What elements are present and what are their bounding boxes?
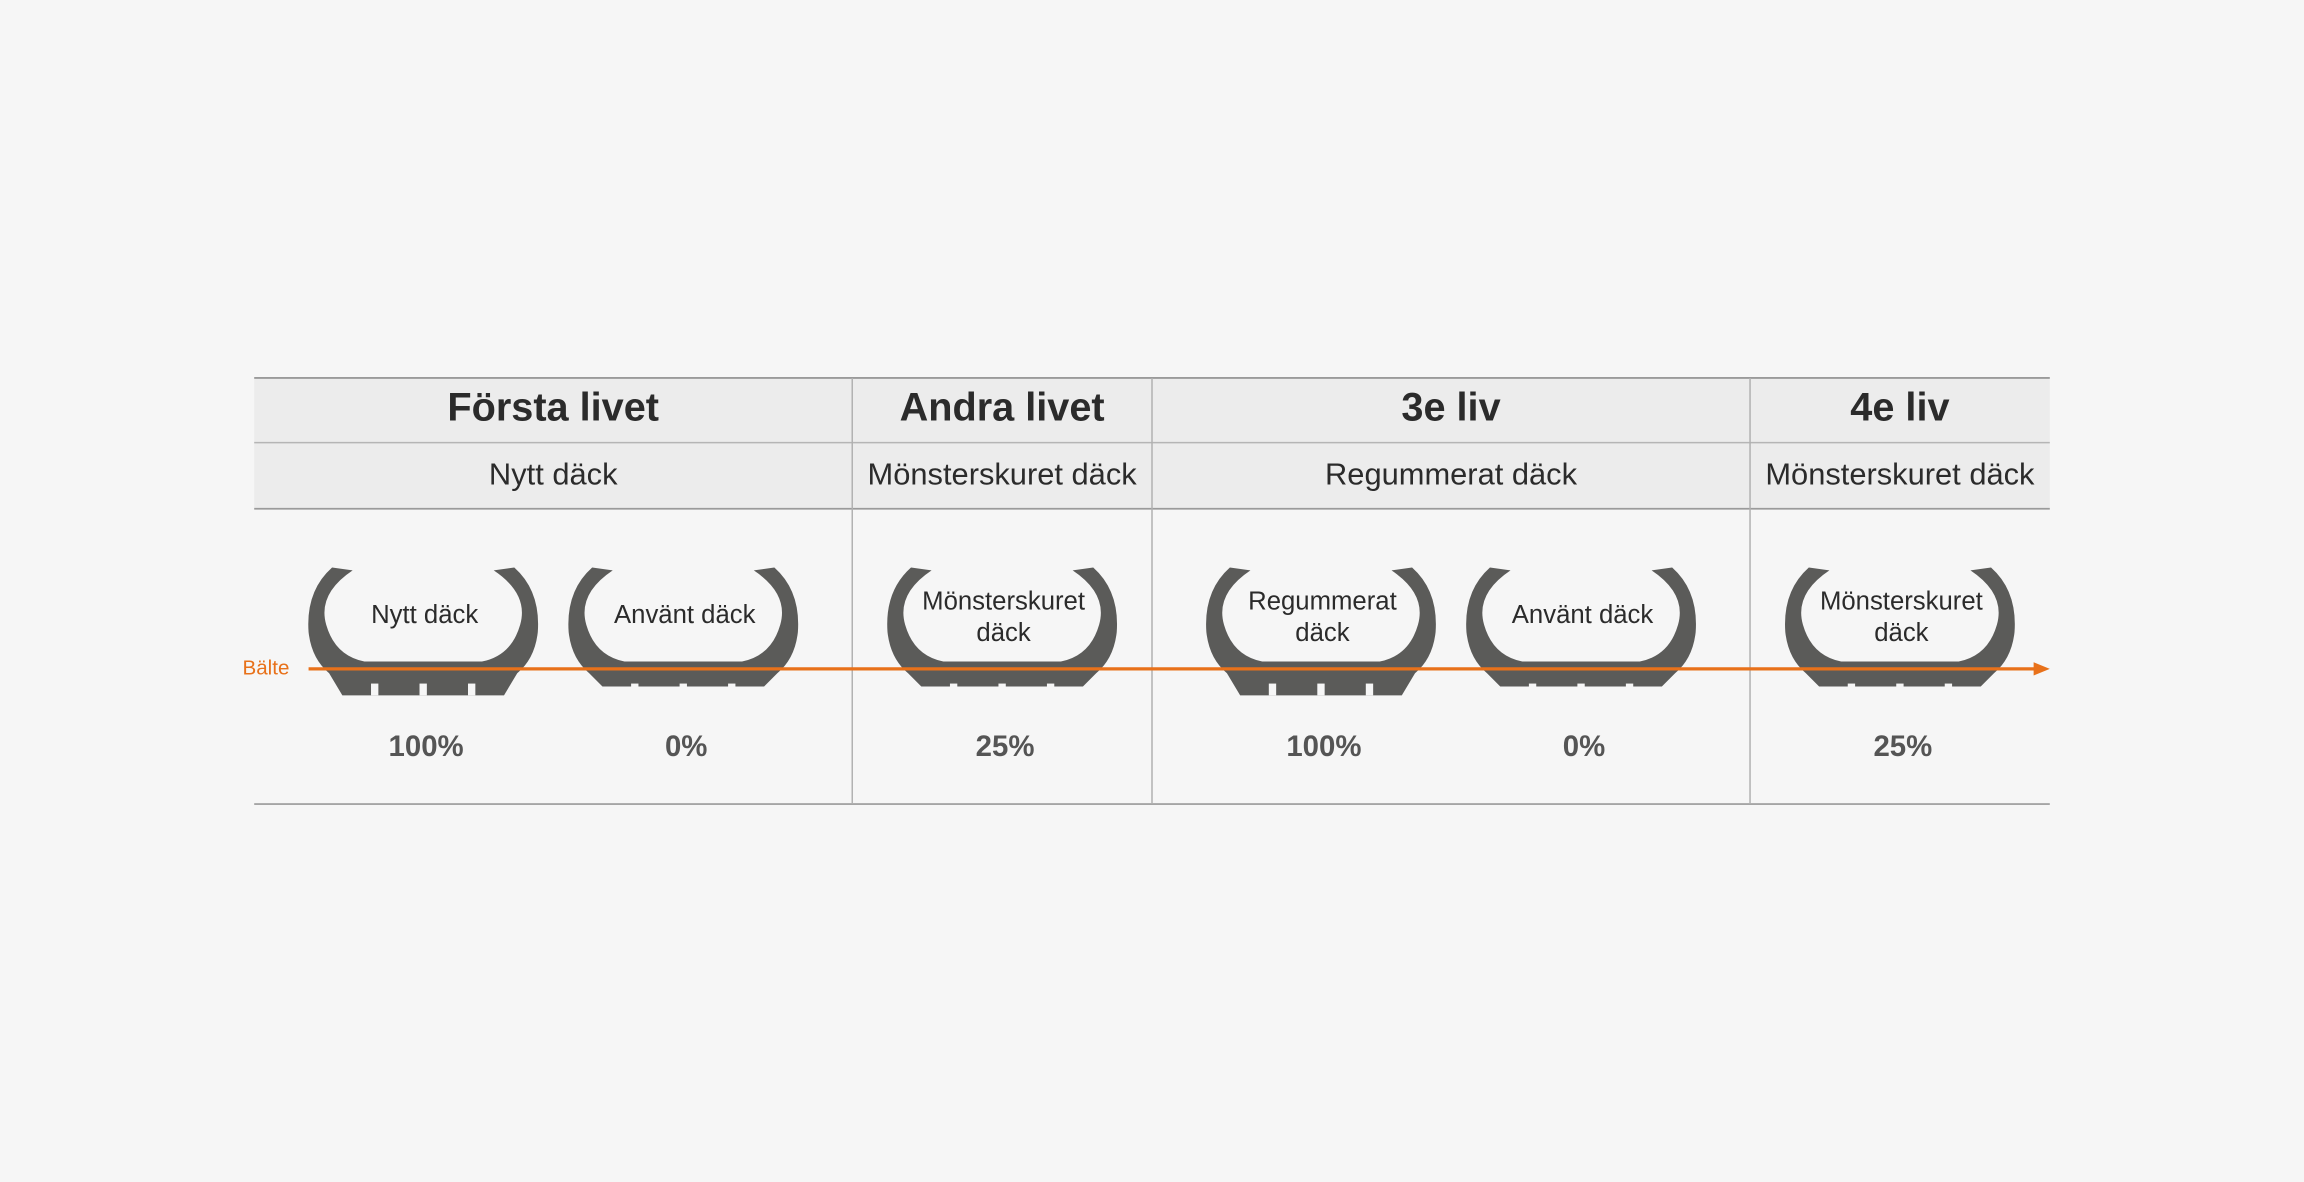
column-subtitle: Nytt däck (489, 457, 618, 492)
tire-label: däck (1874, 619, 1928, 647)
tire-label: Mönsterskuret (1820, 588, 1983, 616)
tread-groove (1944, 683, 1953, 687)
tread-groove (728, 683, 736, 687)
column-title: Första livet (447, 386, 659, 430)
column-subtitle: Mönsterskuret däck (1765, 457, 2035, 492)
tire-label: Använt däck (1512, 601, 1654, 629)
tread-groove (1577, 683, 1585, 687)
tire-label: däck (976, 619, 1030, 647)
tire (1466, 567, 1696, 687)
tire (1785, 567, 2015, 687)
tire-shape (1466, 567, 1696, 687)
tire-percent: 100% (389, 730, 464, 763)
tire-percent: 0% (665, 730, 707, 763)
tire-percent: 25% (976, 730, 1035, 763)
tread-groove (419, 683, 427, 696)
tire-shape (887, 567, 1118, 687)
tire-label: Regummerat (1248, 588, 1397, 616)
tread-groove (631, 683, 639, 687)
tire-label: däck (1295, 619, 1349, 647)
tread-groove (1896, 683, 1904, 687)
tire (308, 567, 539, 696)
column-subtitle: Regummerat däck (1325, 457, 1578, 492)
tread-groove (1847, 683, 1856, 687)
tire-shape (1785, 567, 2015, 687)
tire-percent: 0% (1563, 730, 1605, 763)
column-title: 3e liv (1401, 386, 1500, 430)
tire-label: Nytt däck (371, 601, 478, 629)
tread-groove (1528, 683, 1537, 687)
tread-groove (949, 683, 958, 687)
belt-arrow (2033, 662, 2050, 676)
tread-groove (1365, 683, 1374, 696)
tire (1206, 567, 1436, 696)
tire-percent: 25% (1873, 730, 1932, 763)
tires (308, 567, 2015, 696)
tire-label: Använt däck (614, 601, 756, 629)
tread-groove (1317, 683, 1325, 696)
tire-shape (568, 567, 799, 687)
column-title: Andra livet (900, 386, 1105, 430)
tread-groove (998, 683, 1006, 687)
tire-shape (308, 567, 539, 696)
tire-shape (1206, 567, 1436, 696)
tread-groove (371, 683, 379, 696)
tread-groove (1268, 683, 1277, 696)
tread-groove (1625, 683, 1634, 687)
tread-groove (1046, 683, 1055, 687)
belt-label: Bälte (243, 656, 290, 679)
tread-groove (679, 683, 687, 687)
column-subtitle: Mönsterskuret däck (868, 457, 1138, 492)
tire (887, 567, 1118, 687)
tire-label: Mönsterskuret (922, 588, 1085, 616)
tread-groove (468, 683, 476, 696)
column-title: 4e liv (1850, 386, 1949, 430)
tire-percent: 100% (1286, 730, 1361, 763)
tire (568, 567, 799, 687)
